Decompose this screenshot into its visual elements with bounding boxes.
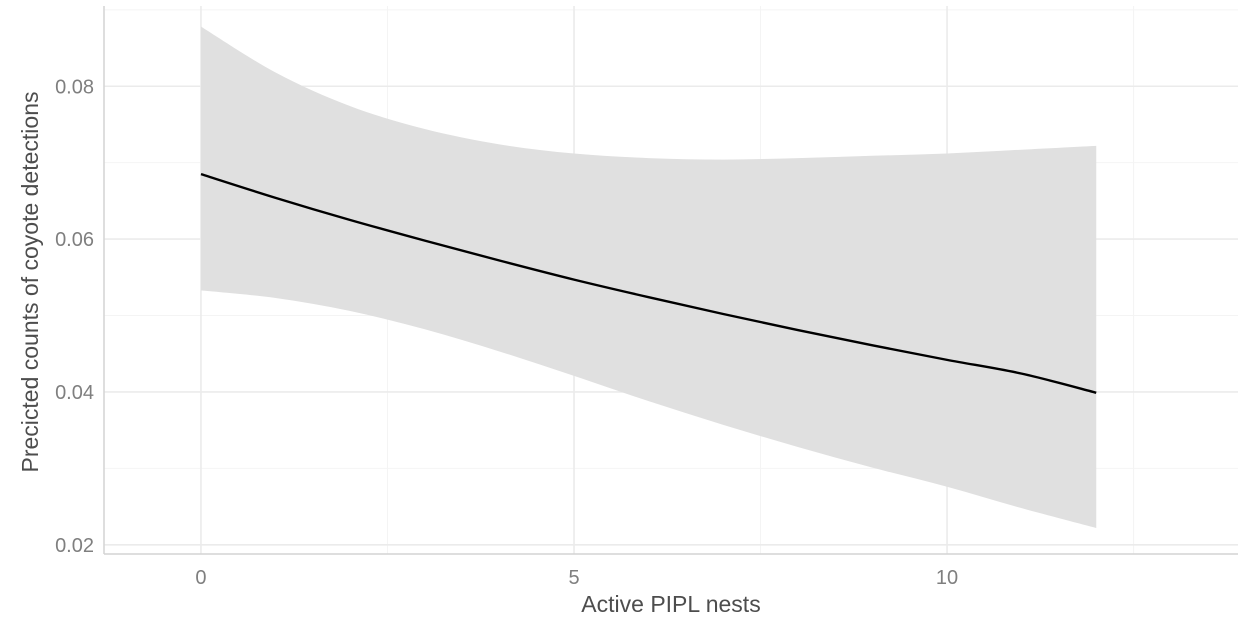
confidence-band [200,26,1097,529]
y-tick-label: 0.08 [55,76,94,98]
y-tick-label: 0.02 [55,535,94,557]
axes [103,6,1238,555]
trend-line-layer [200,173,1097,394]
confidence-band-layer [200,26,1097,529]
x-axis-title: Active PIPL nests [581,591,760,617]
fitted-line [200,173,1097,394]
x-tick-label: 10 [936,567,958,589]
y-axis-title: Precicted counts of coyote detections [17,92,43,473]
tick-labels: 0 5 10 0.02 0.04 0.06 0.08 [55,76,958,589]
x-tick-label: 0 [195,567,206,589]
y-tick-label: 0.06 [55,229,94,251]
x-tick-label: 5 [568,567,579,589]
y-tick-label: 0.04 [55,382,94,404]
